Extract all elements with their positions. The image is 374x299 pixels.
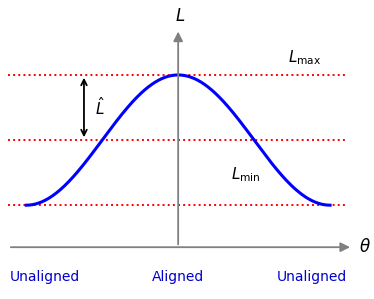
Text: $\hat{L}$: $\hat{L}$ xyxy=(95,97,104,118)
Text: Aligned: Aligned xyxy=(152,270,204,284)
Text: $L_{\rm min}$: $L_{\rm min}$ xyxy=(231,165,261,184)
Text: Unaligned: Unaligned xyxy=(9,270,80,284)
Text: $L_{\rm max}$: $L_{\rm max}$ xyxy=(288,48,321,67)
Text: $\theta$: $\theta$ xyxy=(359,238,371,256)
Text: $L$: $L$ xyxy=(175,7,186,25)
Text: Unaligned: Unaligned xyxy=(277,270,347,284)
